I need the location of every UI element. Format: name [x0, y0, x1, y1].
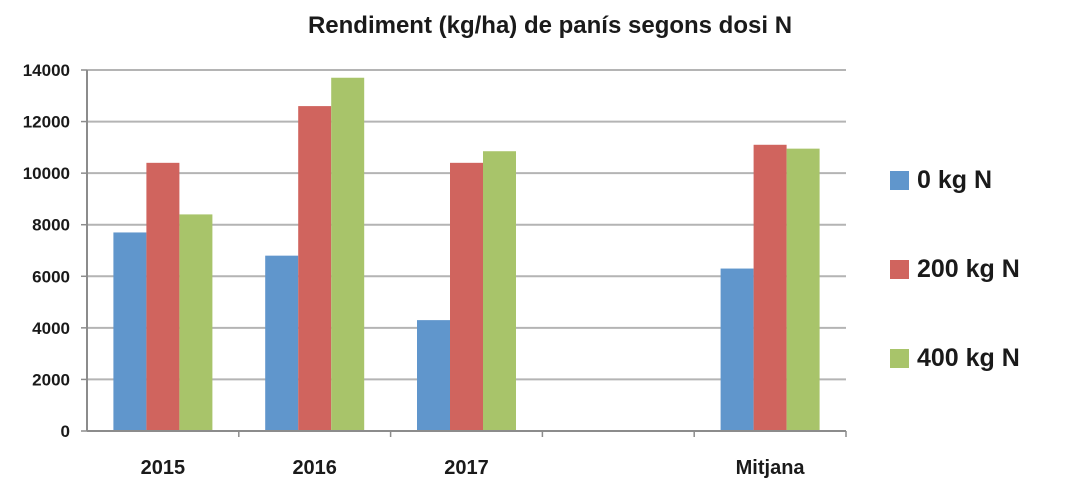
bar-2016-2: [331, 77, 365, 431]
legend: 0 kg N 200 kg N 400 kg N: [890, 158, 1020, 425]
bar-mitjana-2: [786, 148, 820, 431]
legend-swatch-400kg: [890, 348, 909, 368]
legend-label-400kg: 400 kg N: [917, 343, 1020, 372]
bar-2017-0: [417, 320, 450, 431]
y-tick-label: 10000: [23, 164, 70, 183]
bars: [113, 77, 820, 432]
chart-title: Rendiment (kg/ha) de panís segons dosi N: [307, 12, 793, 39]
bar-2015-1: [146, 162, 180, 432]
legend-swatch-200kg: [890, 259, 909, 279]
bar-2017-1: [450, 162, 483, 432]
y-tick-label: 12000: [23, 113, 70, 132]
y-tick-label: 14000: [23, 61, 70, 80]
y-tick-label: 6000: [32, 267, 70, 286]
legend-label-200kg: 200 kg N: [917, 254, 1020, 283]
y-tick-label: 2000: [32, 370, 70, 389]
y-tick-label: 4000: [32, 319, 70, 338]
y-tick-label: 0: [61, 422, 70, 441]
axes: 0 2000 4000 6000 8000 10000 12000 14000 2015 2016…: [23, 61, 847, 479]
legend-item-0kg: 0 kg N: [890, 158, 1020, 202]
bar-2016-0: [265, 255, 299, 431]
legend-item-200kg: 200 kg N: [890, 247, 1020, 291]
legend-label-0kg: 0 kg N: [917, 165, 993, 194]
y-tick-label: 8000: [32, 216, 70, 235]
bar-2016-1: [298, 106, 332, 431]
x-tick-label: 2017: [444, 457, 489, 479]
bar-2017-2: [483, 151, 516, 431]
legend-item-400kg: 400 kg N: [890, 336, 1020, 380]
bar-mitjana-0: [720, 268, 754, 431]
bar-2015-2: [179, 214, 213, 431]
x-tick-label: 2016: [292, 457, 337, 479]
bar-mitjana-1: [753, 144, 787, 431]
legend-swatch-0kg: [890, 170, 909, 190]
bar-2015-0: [113, 232, 147, 431]
x-tick-label: Mitjana: [736, 457, 806, 479]
x-tick-label: 2015: [141, 457, 186, 479]
